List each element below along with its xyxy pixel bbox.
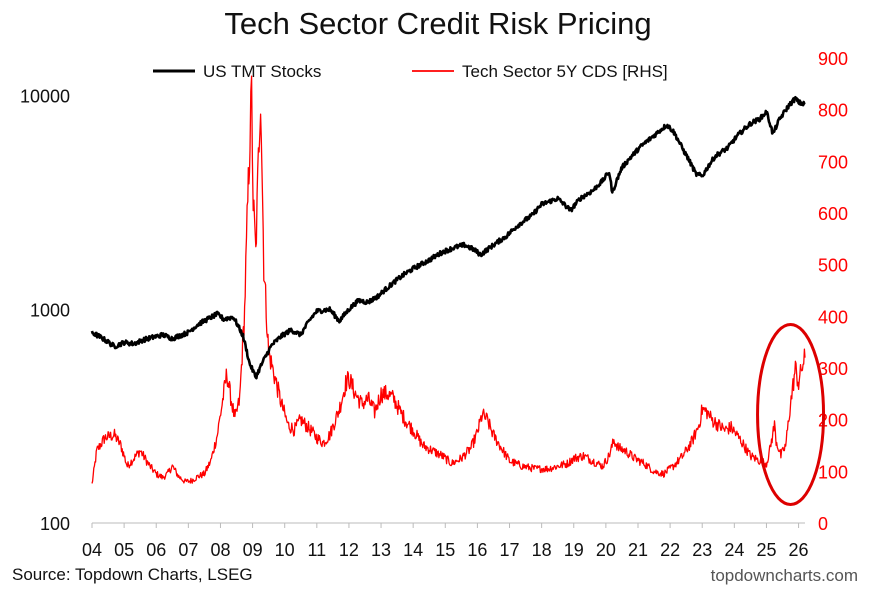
x-tick-label: 13 [371,540,391,560]
legend-label-tmt: US TMT Stocks [203,62,321,81]
right-tick-label: 700 [818,152,848,172]
x-tick-label: 11 [307,540,326,560]
right-tick-label: 900 [818,49,848,69]
x-tick-label: 07 [178,540,198,560]
x-tick-label: 06 [146,540,166,560]
right-tick-label: 100 [818,462,848,482]
series-line-us-tmt-stocks [90,96,806,380]
x-tick-label: 21 [628,540,648,560]
right-tick-label: 300 [818,359,848,379]
legend: US TMT Stocks Tech Sector 5Y CDS [RHS] [153,62,668,81]
x-tick-label: 04 [82,540,102,560]
x-tick-label: 16 [467,540,487,560]
x-tick-label: 14 [403,540,423,560]
x-tick-label: 09 [243,540,263,560]
source-note: Source: Topdown Charts, LSEG [12,565,253,584]
left-tick-label: 100 [40,514,70,534]
x-tick-label: 10 [275,540,295,560]
right-tick-label: 400 [818,307,848,327]
series-layer [90,75,806,484]
right-tick-label: 800 [818,101,848,121]
right-tick-label: 600 [818,204,848,224]
x-tick-label: 08 [210,540,230,560]
x-tick-label: 20 [596,540,616,560]
series-line-tech-cds [91,75,806,484]
x-tick-label: 26 [789,540,809,560]
x-tick-label: 17 [500,540,520,560]
right-tick-label: 200 [818,411,848,431]
left-tick-label: 10000 [20,87,70,107]
right-tick-label: 0 [818,514,828,534]
x-tick-label: 05 [114,540,134,560]
x-tick-label: 25 [756,540,776,560]
highlight-ellipse [756,323,826,506]
chart-title: Tech Sector Credit Risk Pricing [224,6,652,41]
x-tick-label: 24 [724,540,744,560]
x-tick-label: 22 [660,540,680,560]
watermark: topdowncharts.com [710,566,858,585]
annotation-layer [756,323,826,506]
legend-label-cds: Tech Sector 5Y CDS [RHS] [462,62,668,81]
x-tick-label: 15 [435,540,455,560]
x-tick-label: 19 [564,540,584,560]
x-tick-label: 18 [532,540,552,560]
right-tick-label: 500 [818,256,848,276]
left-tick-label: 1000 [30,300,70,320]
x-tick-label: 23 [692,540,712,560]
axes: 04 05 06 07 08 09 10 11 12 13 14 15 16 17 18 19 20 21 22 23… [20,49,848,560]
x-tick-label: 12 [339,540,359,560]
